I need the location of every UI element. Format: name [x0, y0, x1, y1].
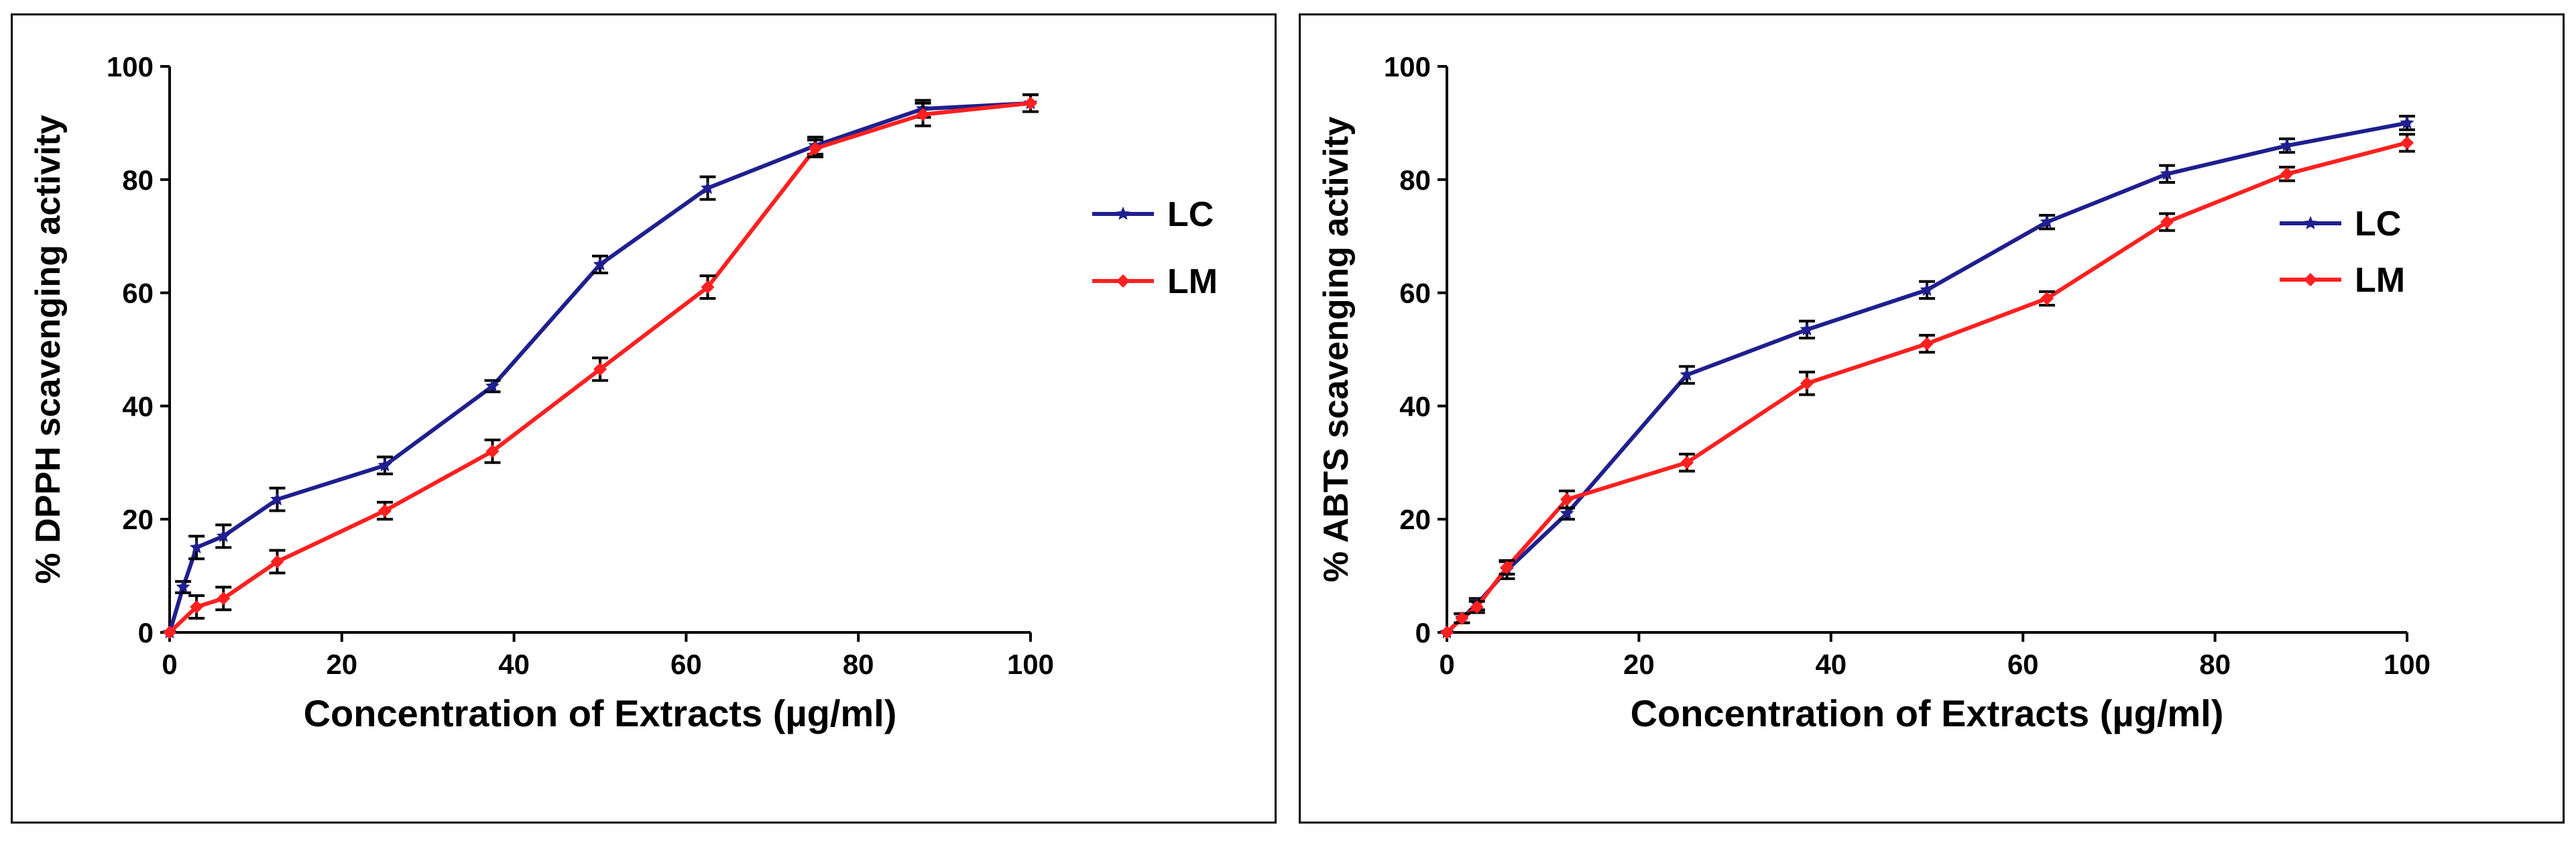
- legend-label-lc: LC: [1167, 195, 1214, 234]
- data-point-lm: [1024, 96, 1037, 110]
- data-point-lm: [916, 107, 930, 121]
- legend-marker-lc: [1116, 207, 1130, 220]
- series-line-lc: [1445, 121, 2408, 634]
- y-tick-label: 60: [1399, 278, 1431, 309]
- y-axis-label: % ABTS scavenging activity: [1317, 117, 1356, 583]
- x-tick-label: 60: [2007, 649, 2039, 680]
- data-point-lm: [1455, 611, 1469, 625]
- y-tick-label: 0: [1415, 617, 1431, 649]
- y-tick-label: 40: [1399, 390, 1431, 422]
- data-point-lm: [1440, 626, 1454, 639]
- data-point-lc: [189, 540, 204, 554]
- legend-label-lc: LC: [2355, 205, 2401, 243]
- data-point-lm: [270, 555, 284, 569]
- y-tick-label: 20: [1399, 504, 1431, 535]
- y-tick-label: 60: [122, 278, 154, 309]
- y-tick-label: 80: [122, 164, 154, 196]
- abts-chart: 0 20 40 60 80 100 0 20 40 60 80 100 Concentration of…: [1317, 51, 2431, 734]
- data-point-lm: [163, 626, 176, 639]
- legend-marker-lm: [1116, 274, 1130, 288]
- data-point-lm: [2040, 292, 2054, 306]
- abts-chart-panel: 0 20 40 60 80 100 0 20 40 60 80 100 Concentration of…: [1299, 13, 2565, 824]
- legend-marker-lc: [2303, 216, 2318, 229]
- data-point-lm: [190, 600, 204, 614]
- data-point-lc: [2280, 138, 2294, 152]
- data-point-lc: [2160, 166, 2174, 180]
- data-point-lm: [378, 504, 392, 518]
- y-tick-label: 40: [122, 390, 154, 422]
- data-point-lm: [2160, 215, 2174, 229]
- x-axis-label: Concentration of Extracts (µg/ml): [304, 692, 897, 734]
- data-point-lm: [485, 444, 500, 458]
- data-point-lc: [2400, 115, 2414, 129]
- data-point-lc: [701, 180, 715, 194]
- data-point-lc: [176, 579, 190, 594]
- data-point-lc: [2040, 215, 2054, 228]
- data-point-lc: [270, 492, 284, 506]
- y-tick-label: 100: [107, 51, 154, 82]
- x-tick-label: 100: [2384, 649, 2431, 680]
- data-point-lm: [1920, 337, 1934, 351]
- y-axis-label: % DPPH scavenging activity: [29, 115, 68, 583]
- dpph-chart-panel: 0 20 40 60 80 100 0 20 40 60 80 100 Concentration of…: [11, 13, 1277, 824]
- x-tick-label: 40: [498, 649, 530, 680]
- data-point-lm: [1680, 455, 1694, 469]
- legend-marker-lm: [2304, 273, 2317, 286]
- data-point-lc: [485, 378, 500, 392]
- x-tick-label: 20: [326, 649, 357, 680]
- data-point-lc: [593, 257, 607, 271]
- legend-label-lm: LM: [1167, 262, 1218, 301]
- data-point-lc: [216, 528, 231, 543]
- x-axis-label: Concentration of Extracts (µg/ml): [1631, 692, 2224, 734]
- y-tick-label: 20: [122, 504, 154, 535]
- data-point-lm: [1470, 600, 1484, 614]
- series-line-lc: [168, 101, 1031, 633]
- dpph-chart: 0 20 40 60 80 100 0 20 40 60 80 100 Concentration of…: [29, 51, 1218, 734]
- y-tick-label: 0: [138, 617, 154, 649]
- data-point-lc: [1920, 282, 1934, 296]
- series-line-lm: [1445, 140, 2408, 634]
- data-point-lc: [1800, 322, 1814, 336]
- data-point-lc: [1680, 368, 1694, 381]
- data-point-lm: [809, 142, 822, 156]
- data-point-lm: [217, 592, 231, 606]
- data-point-lm: [1800, 376, 1814, 390]
- x-tick-label: 100: [1007, 649, 1054, 680]
- data-point-lc: [1560, 506, 1574, 520]
- data-point-lm: [1500, 560, 1514, 574]
- data-point-lm: [1560, 492, 1574, 506]
- y-tick-label: 80: [1399, 164, 1431, 196]
- x-tick-label: 0: [1439, 649, 1454, 680]
- x-tick-label: 80: [2199, 649, 2231, 680]
- data-point-lm: [2280, 167, 2294, 181]
- data-point-lm: [701, 280, 715, 294]
- data-point-lm: [2400, 135, 2414, 150]
- x-tick-label: 0: [162, 649, 177, 680]
- x-tick-label: 80: [843, 649, 874, 680]
- legend-label-lm: LM: [2355, 261, 2405, 300]
- data-point-lm: [593, 362, 607, 376]
- y-tick-label: 100: [1384, 51, 1431, 82]
- x-tick-label: 40: [1815, 649, 1847, 680]
- x-tick-label: 20: [1623, 649, 1655, 680]
- data-point-lc: [377, 458, 392, 471]
- x-tick-label: 60: [670, 649, 702, 680]
